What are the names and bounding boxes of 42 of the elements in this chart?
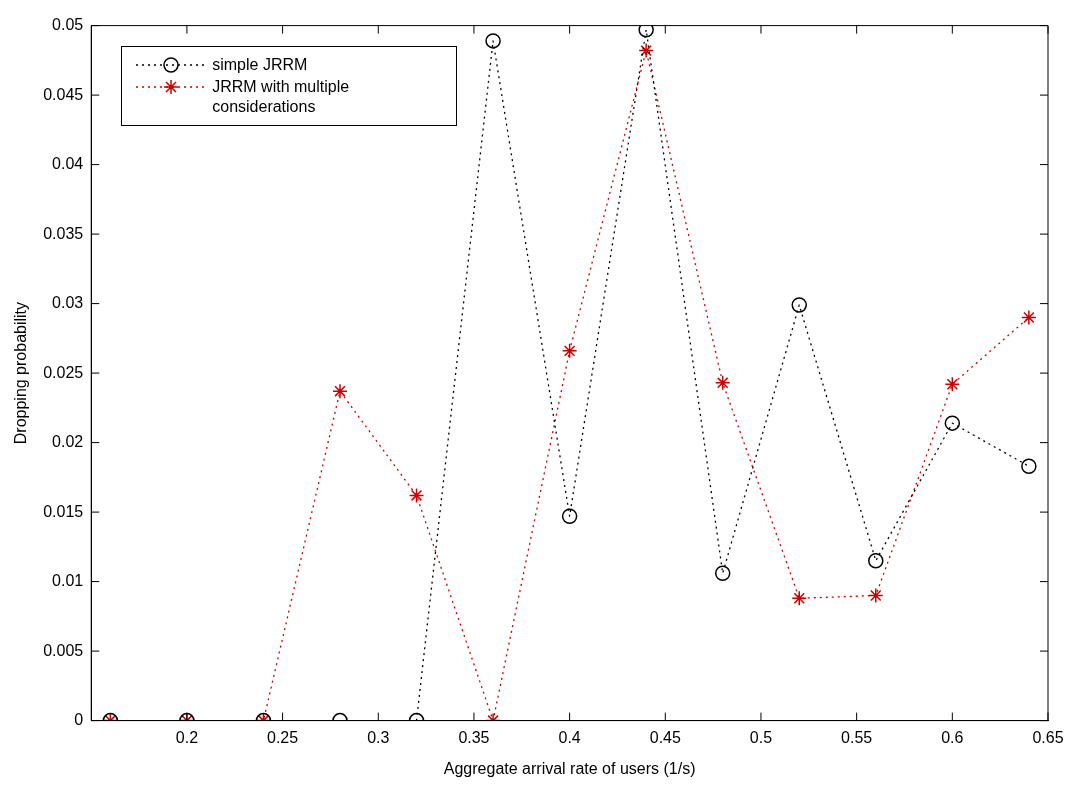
x-tick-label: 0.2 [175,728,199,746]
x-tick-label: 0.55 [841,728,873,746]
point [485,33,501,49]
point [944,415,961,431]
point [561,343,578,359]
x-tick-label: 0.5 [749,728,773,746]
point [408,487,425,504]
y-tick-label: 0.025 [43,363,84,381]
legend-label: JRRM with multiple considerations [212,76,351,117]
point [944,376,961,392]
y-tick-label: 0 [74,711,84,729]
point [868,553,884,569]
point [791,590,807,607]
point [868,587,884,604]
point [714,375,731,391]
legend-label: simple JRRM [212,54,309,75]
y-tick-label: 0.05 [52,16,84,34]
point [1021,309,1037,326]
y-tick-label: 0.02 [52,433,84,451]
y-tick-label: 0.03 [52,294,84,312]
x-axis-title: Aggregate arrival rate of users (1/s) [443,759,696,777]
point [791,297,807,313]
point [561,508,578,525]
x-tick-label: 0.45 [649,728,681,746]
point [332,383,348,399]
y-tick-label: 0.04 [52,155,84,173]
x-tick-label: 0.6 [941,728,964,746]
x-tick-label: 0.25 [267,728,299,746]
point [638,42,654,59]
y-tick-label: 0.01 [52,572,84,590]
y-tick-label: 0.045 [43,85,84,103]
x-tick-label: 0.35 [458,728,490,746]
point [1021,458,1037,474]
x-tick-label: 0.65 [1032,728,1064,746]
x-tick-label: 0.4 [558,728,581,746]
x-tick-label: 0.3 [367,728,390,746]
point [638,25,654,38]
y-axis-title: Dropping probability [12,301,30,445]
point [714,565,731,582]
y-tick-label: 0.035 [43,224,84,242]
y-tick-label: 0.005 [43,641,84,659]
y-tick-label: 0.015 [43,502,84,520]
